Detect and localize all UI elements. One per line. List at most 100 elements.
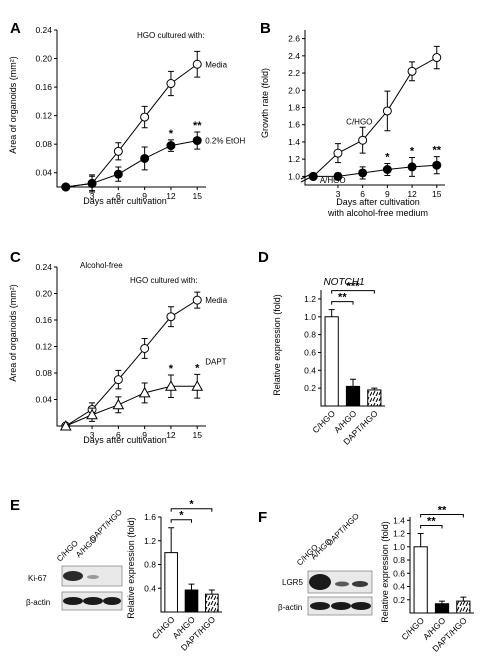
panel-a-series-0-point-2 — [113, 146, 123, 156]
panel-d-axes — [320, 290, 385, 407]
panel-c-xtick-label-0: 3 — [90, 430, 95, 440]
panel-a-header: HGO cultured with: — [137, 31, 205, 40]
panel-a-sig-1: ** — [193, 120, 202, 132]
panel-e-sig-label-0: * — [179, 510, 184, 522]
panel-e-band-actin-c — [63, 597, 83, 605]
panel-d-ytick-label-3: 0.8 — [304, 330, 316, 340]
panel-f-band-lgr5-c — [309, 574, 331, 590]
panel-b-series-0-line — [312, 57, 438, 177]
panel-f-blot-col-3: DAPT/HGO — [325, 512, 361, 548]
panel-c-series-label-1: DAPT — [205, 357, 226, 366]
panel-d-label: D — [258, 249, 269, 266]
panel-a-series-0-line — [65, 63, 198, 188]
panel-c-sig-1: * — [195, 362, 200, 374]
panel-a-series-1-point-2 — [113, 169, 123, 179]
panel-e-bar-2 — [205, 593, 219, 613]
panel-d-ytick-label-2: 0.6 — [304, 347, 316, 357]
panel-e-band-actin-a — [83, 597, 103, 605]
panel-b-xtick-label-4: 15 — [432, 189, 442, 199]
panel-b-ytick-label-5: 2.0 — [288, 85, 300, 95]
panel-a-xtick-label-4: 15 — [193, 191, 203, 201]
panel-e-bar-err-1 — [188, 583, 195, 591]
panel-f-blot-row-1: LGR5 — [282, 578, 303, 587]
panel-a-ylabel: Area of organoids (mm²) — [8, 56, 18, 154]
panel-a-series-label-0: Media — [205, 60, 227, 69]
panel-b-plot: 3 6 9 12 15 1.0 1.2 1.4 1.6 1.8 2.0 2.2 2.4 2.6 C/HGO A… — [288, 30, 445, 199]
panel-b-series-1-point-0 — [308, 171, 318, 181]
panel-c-ylabel: Area of organoids (mm²) — [8, 284, 18, 382]
panel-a-series-1-point-5 — [192, 136, 202, 146]
panel-b-series-1-point-2 — [358, 168, 368, 178]
panel-f-ylabel: Relative expression (fold) — [380, 521, 390, 623]
panel-f-ytick-label-5: 1.2 — [393, 529, 405, 539]
panel-a-xlabel: Days after cultivation — [83, 196, 167, 206]
panel-e-label: E — [10, 497, 20, 514]
panel-b-series-0-point-4 — [407, 66, 417, 76]
panel-a-ytick-label-2: 0.12 — [35, 111, 52, 121]
panel-e-bar-err-0 — [168, 527, 175, 553]
panel-e-ytick-label-3: 1.6 — [144, 512, 156, 522]
panel-c-series-1-point-3 — [138, 386, 151, 398]
panel-d-bar-0 — [324, 316, 339, 407]
panel-b-series-label-0: C/HGO — [346, 118, 372, 127]
panel-a-ytick-label-1: 0.08 — [35, 139, 52, 149]
panel-f-sig-bracket-1 — [420, 514, 464, 518]
panel-a-xtick-label-1: 6 — [116, 191, 121, 201]
panel-c-xtick-label-4: 15 — [193, 430, 203, 440]
panel-d-sig-label-1: *** — [347, 281, 361, 293]
panel-d-plot: 0.20.40.60.81.01.2C/HGOA/HGODAPT/HGO****… — [304, 281, 385, 447]
panel-b-ytick-label-6: 2.2 — [288, 68, 300, 78]
panel-e-band-ki67-a — [87, 575, 99, 579]
panel-a-axes — [56, 30, 206, 188]
panel-f-ytick-label-1: 0.4 — [393, 582, 405, 592]
panel-b-axis-break — [300, 174, 310, 183]
panel-d-bar-err-1 — [350, 378, 356, 387]
panel-c-ytick-label-4: 0.20 — [35, 289, 52, 299]
panel-d-bar-1 — [345, 385, 361, 407]
panel-f-ytick-label-2: 0.6 — [393, 568, 405, 578]
panel-d-sig-bracket-0 — [331, 301, 354, 305]
panel-b-xlabel: Days after cultivation — [336, 197, 420, 207]
panel-c-series-0-point-4 — [166, 312, 176, 322]
panel-b-series-label-1: A/HGO — [320, 176, 346, 185]
panel-f-ytick-label-4: 1.0 — [393, 542, 405, 552]
panel-c-series-1-line — [65, 385, 198, 427]
panel-f-band-actin-a — [331, 602, 351, 610]
panel-e-sig-label-1: * — [189, 499, 194, 511]
panel-b-label: B — [260, 20, 271, 37]
panel-b-series-1-point-4 — [407, 162, 417, 172]
panel-a-series-label-1: 0.2% EtOH — [205, 137, 245, 146]
panel-c-series-0-point-2 — [113, 375, 123, 385]
panel-b-series-1-point-5 — [432, 160, 442, 170]
panel-f-band-actin-c — [310, 602, 330, 610]
panel-a-series-1-point-3 — [140, 153, 150, 163]
panel-b-series-1-point-1 — [333, 171, 343, 181]
panel-a-series-1-line — [65, 140, 198, 188]
panel-c-ytick-label-3: 0.16 — [35, 315, 52, 325]
panel-a-xtick-label-3: 12 — [166, 191, 176, 201]
panel-c-ytick-label-0: 0.04 — [35, 395, 52, 405]
panel-e-sig-bracket-1 — [170, 508, 213, 512]
panel-d-ylabel: Relative expression (fold) — [272, 294, 282, 396]
panel-a-series-1-point-0 — [61, 182, 71, 192]
panel-f-sig-label-1: ** — [438, 505, 447, 517]
panel-c-axes — [56, 267, 206, 427]
panel-c-xtick-label-2: 9 — [142, 430, 147, 440]
panel-e-sig-bracket-0 — [170, 519, 192, 523]
panel-f-bar-1 — [434, 603, 450, 614]
panel-f-bar-err-2 — [460, 596, 467, 602]
panel-a-label: A — [10, 20, 21, 37]
panel-e-western-blot: C/HGO A/HGO DAPT/HGO Ki-67 β-actin — [26, 508, 124, 611]
panel-d-ytick-label-0: 0.2 — [304, 383, 316, 393]
panel-b-sig-0: * — [385, 151, 390, 163]
panel-a-ytick-label-5: 0.24 — [35, 25, 52, 35]
panel-c-series-0-point-3 — [140, 343, 150, 353]
panel-f-band-lgr5-a — [335, 581, 349, 587]
panel-f-ytick-label-0: 0.2 — [393, 595, 405, 605]
panel-b-series-1-line — [313, 164, 437, 177]
panel-c-series-0-point-5 — [192, 295, 202, 305]
panel-a: A HGO cultured with: Area of organoids (… — [8, 20, 245, 206]
panel-b-xtick-label-0: 3 — [336, 189, 341, 199]
